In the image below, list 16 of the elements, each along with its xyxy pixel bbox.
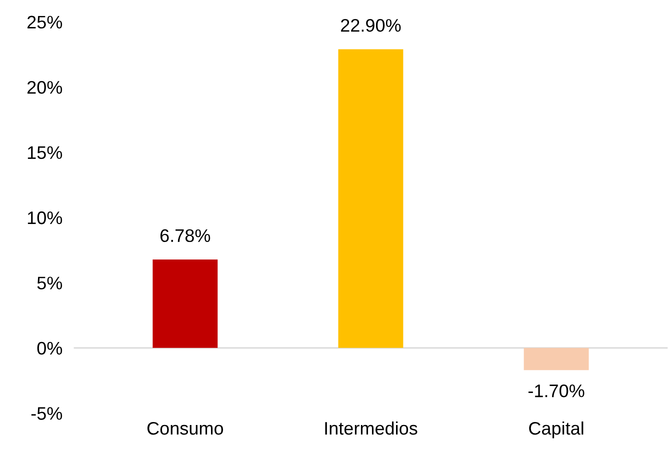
y-tick-label: 0% [37,342,62,355]
data-label: -1.70% [528,384,584,398]
y-tick-label: 15% [28,146,62,159]
bar [524,348,589,370]
y-tick-label: 25% [27,16,62,29]
x-tick-label: Consumo [147,422,224,435]
bar [338,49,404,348]
data-label: 6.78% [160,229,210,242]
data-label: 22.90% [341,18,401,32]
y-tick-label: -5% [31,407,62,420]
y-tick-label: 10% [28,211,62,224]
y-tick-label: 5% [37,276,62,290]
bar [152,259,218,348]
x-tick-label: Capital [529,421,584,438]
x-tick-label: Intermedios [325,421,418,435]
y-tick-label: 20% [27,80,62,94]
